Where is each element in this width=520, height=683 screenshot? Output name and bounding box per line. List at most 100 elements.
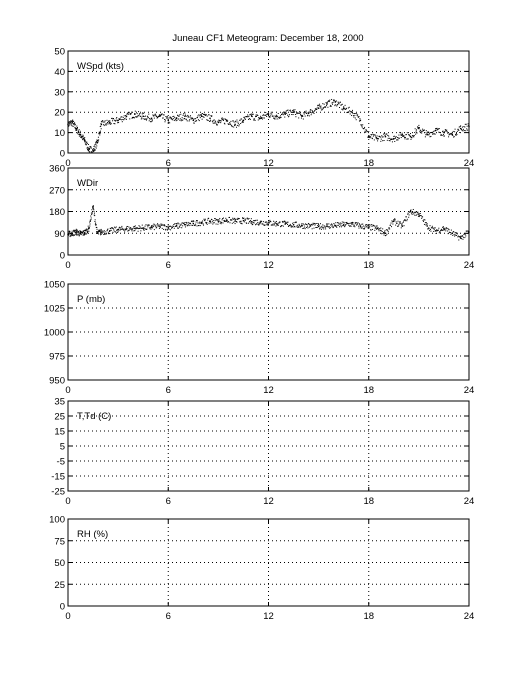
data-point <box>438 131 440 133</box>
x-tick-label: 0 <box>65 385 70 396</box>
data-point <box>304 115 306 117</box>
data-point <box>69 122 71 124</box>
data-point <box>130 227 132 229</box>
data-point <box>168 228 170 230</box>
data-point <box>347 111 349 113</box>
data-point <box>91 212 93 214</box>
data-point <box>279 117 281 119</box>
data-point <box>93 211 95 213</box>
data-point <box>78 231 80 233</box>
data-point <box>237 122 239 124</box>
data-point <box>71 125 73 127</box>
data-point <box>76 125 78 127</box>
data-point <box>276 115 278 117</box>
data-point <box>250 113 252 115</box>
data-point <box>294 109 296 111</box>
data-point <box>71 233 73 235</box>
data-point <box>462 236 464 238</box>
data-point <box>198 225 200 227</box>
data-point <box>384 231 386 233</box>
y-tick-label: 950 <box>49 376 65 387</box>
data-point <box>98 233 100 235</box>
data-point <box>418 214 420 216</box>
data-point <box>456 232 458 234</box>
data-point <box>355 222 357 224</box>
data-point <box>100 128 102 130</box>
data-point <box>400 134 402 136</box>
data-point <box>67 123 69 126</box>
data-point <box>138 113 140 115</box>
data-point <box>431 227 433 229</box>
data-point <box>467 230 469 232</box>
data-point <box>416 212 418 214</box>
data-point <box>292 111 295 113</box>
data-point <box>354 222 356 224</box>
data-point <box>229 222 231 224</box>
data-point <box>261 117 263 119</box>
data-point <box>274 221 276 223</box>
y-tick-label: 75 <box>54 536 65 547</box>
data-point <box>385 229 387 231</box>
data-point <box>451 132 453 134</box>
data-point <box>95 147 97 149</box>
data-point <box>462 126 464 128</box>
data-point <box>443 135 445 137</box>
data-point <box>194 225 196 227</box>
data-point <box>441 230 443 232</box>
data-point <box>75 232 77 234</box>
x-tick-label: 6 <box>166 385 171 396</box>
data-point <box>208 222 210 224</box>
data-point <box>279 117 281 119</box>
data-point <box>172 225 174 227</box>
data-point <box>390 138 392 140</box>
data-point <box>301 225 303 227</box>
data-point <box>333 222 335 224</box>
data-point <box>438 227 440 229</box>
data-point <box>336 104 338 106</box>
data-point <box>446 129 448 131</box>
data-point <box>220 223 222 225</box>
data-point <box>358 116 360 118</box>
data-point <box>112 231 114 233</box>
data-point <box>139 227 141 229</box>
data-point <box>368 135 370 137</box>
data-point <box>287 114 289 116</box>
data-point <box>127 112 129 114</box>
data-point <box>199 225 201 227</box>
data-point <box>329 105 331 107</box>
data-point <box>73 120 75 122</box>
data-point-cloud <box>67 98 470 154</box>
data-point <box>413 211 415 213</box>
data-point <box>95 224 97 226</box>
data-point <box>103 125 105 127</box>
data-point <box>435 233 437 235</box>
data-point <box>338 103 340 105</box>
data-point <box>443 131 445 134</box>
x-tick-label: 24 <box>464 611 475 622</box>
data-point <box>72 234 74 236</box>
data-point <box>457 235 459 237</box>
data-point <box>70 232 72 234</box>
data-point <box>404 136 406 138</box>
data-point <box>120 116 122 118</box>
data-point <box>353 225 355 227</box>
data-point <box>255 116 257 118</box>
data-point <box>186 115 188 117</box>
data-point <box>160 114 162 116</box>
data-point <box>94 146 96 148</box>
data-point <box>342 108 344 110</box>
data-point <box>348 111 350 113</box>
data-point <box>72 125 74 127</box>
data-point <box>322 103 324 105</box>
data-point <box>374 227 376 229</box>
data-point <box>365 224 367 226</box>
data-point <box>156 226 158 228</box>
data-point <box>100 231 102 233</box>
data-point <box>263 117 265 119</box>
data-point <box>413 212 415 214</box>
data-point <box>325 228 327 230</box>
data-point <box>436 230 438 232</box>
data-point <box>83 231 85 233</box>
data-point <box>429 136 431 138</box>
data-point <box>164 119 166 121</box>
